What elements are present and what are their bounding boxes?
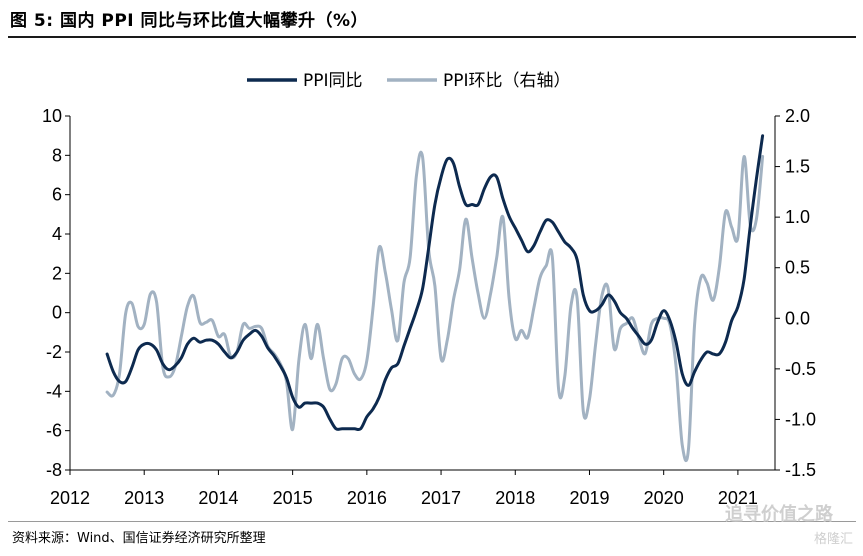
legend-label-mom: PPI环比（右轴）	[443, 71, 571, 91]
x-tick-label: 2017	[421, 488, 461, 508]
x-tick-label: 2015	[273, 488, 313, 508]
right-tick-label: 0.0	[785, 308, 810, 328]
ppi-chart: 10 8 6 4 2 0 -2 -4 -6 -8 2.0 1.5 1.0 0.5 0.0 -0.5 -1.0 -1…	[42, 71, 816, 508]
x-tick-label: 2012	[50, 488, 90, 508]
x-tick-label: 2014	[198, 488, 238, 508]
x-tick-label: 2020	[644, 488, 684, 508]
right-tick-label: 0.5	[785, 258, 810, 278]
right-tick-label: 2.0	[785, 106, 810, 126]
x-tick-label: 2016	[347, 488, 387, 508]
right-tick-label: -1.5	[785, 460, 816, 480]
source-note: 资料来源：Wind、国信证券经济研究所整理	[12, 531, 266, 546]
left-tick-label: -8	[46, 460, 62, 480]
left-tick-label: 0	[52, 303, 62, 323]
x-tick-label: 2018	[495, 488, 535, 508]
left-tick-label: 4	[52, 224, 62, 244]
left-tick-label: -2	[46, 342, 62, 362]
footer-rule	[8, 521, 856, 522]
left-tick-label: 8	[52, 145, 62, 165]
ppi-mom-line	[105, 150, 765, 463]
figure-title: 图 5: 国内 PPI 同比与环比值大幅攀升（%）	[10, 11, 369, 31]
right-tick-label: -0.5	[785, 359, 816, 379]
right-tick-label: 1.0	[785, 207, 810, 227]
left-tick-label: -6	[46, 421, 62, 441]
legend-label-yoy: PPI同比	[303, 71, 363, 91]
left-tick-label: 6	[52, 185, 62, 205]
left-tick-label: -4	[46, 381, 62, 401]
ppi-yoy-line	[105, 134, 765, 432]
left-tick-label: 2	[52, 263, 62, 283]
watermark: 追寻价值之路	[725, 504, 833, 525]
x-tick-label: 2021	[718, 488, 758, 508]
right-tick-label: -1.0	[785, 409, 816, 429]
watermark-sub: 格隆汇	[813, 532, 853, 547]
left-tick-label: 10	[42, 106, 62, 126]
right-tick-label: 1.5	[785, 157, 810, 177]
x-tick-label: 2019	[569, 488, 609, 508]
title-rule	[8, 36, 856, 38]
x-tick-label: 2013	[124, 488, 164, 508]
